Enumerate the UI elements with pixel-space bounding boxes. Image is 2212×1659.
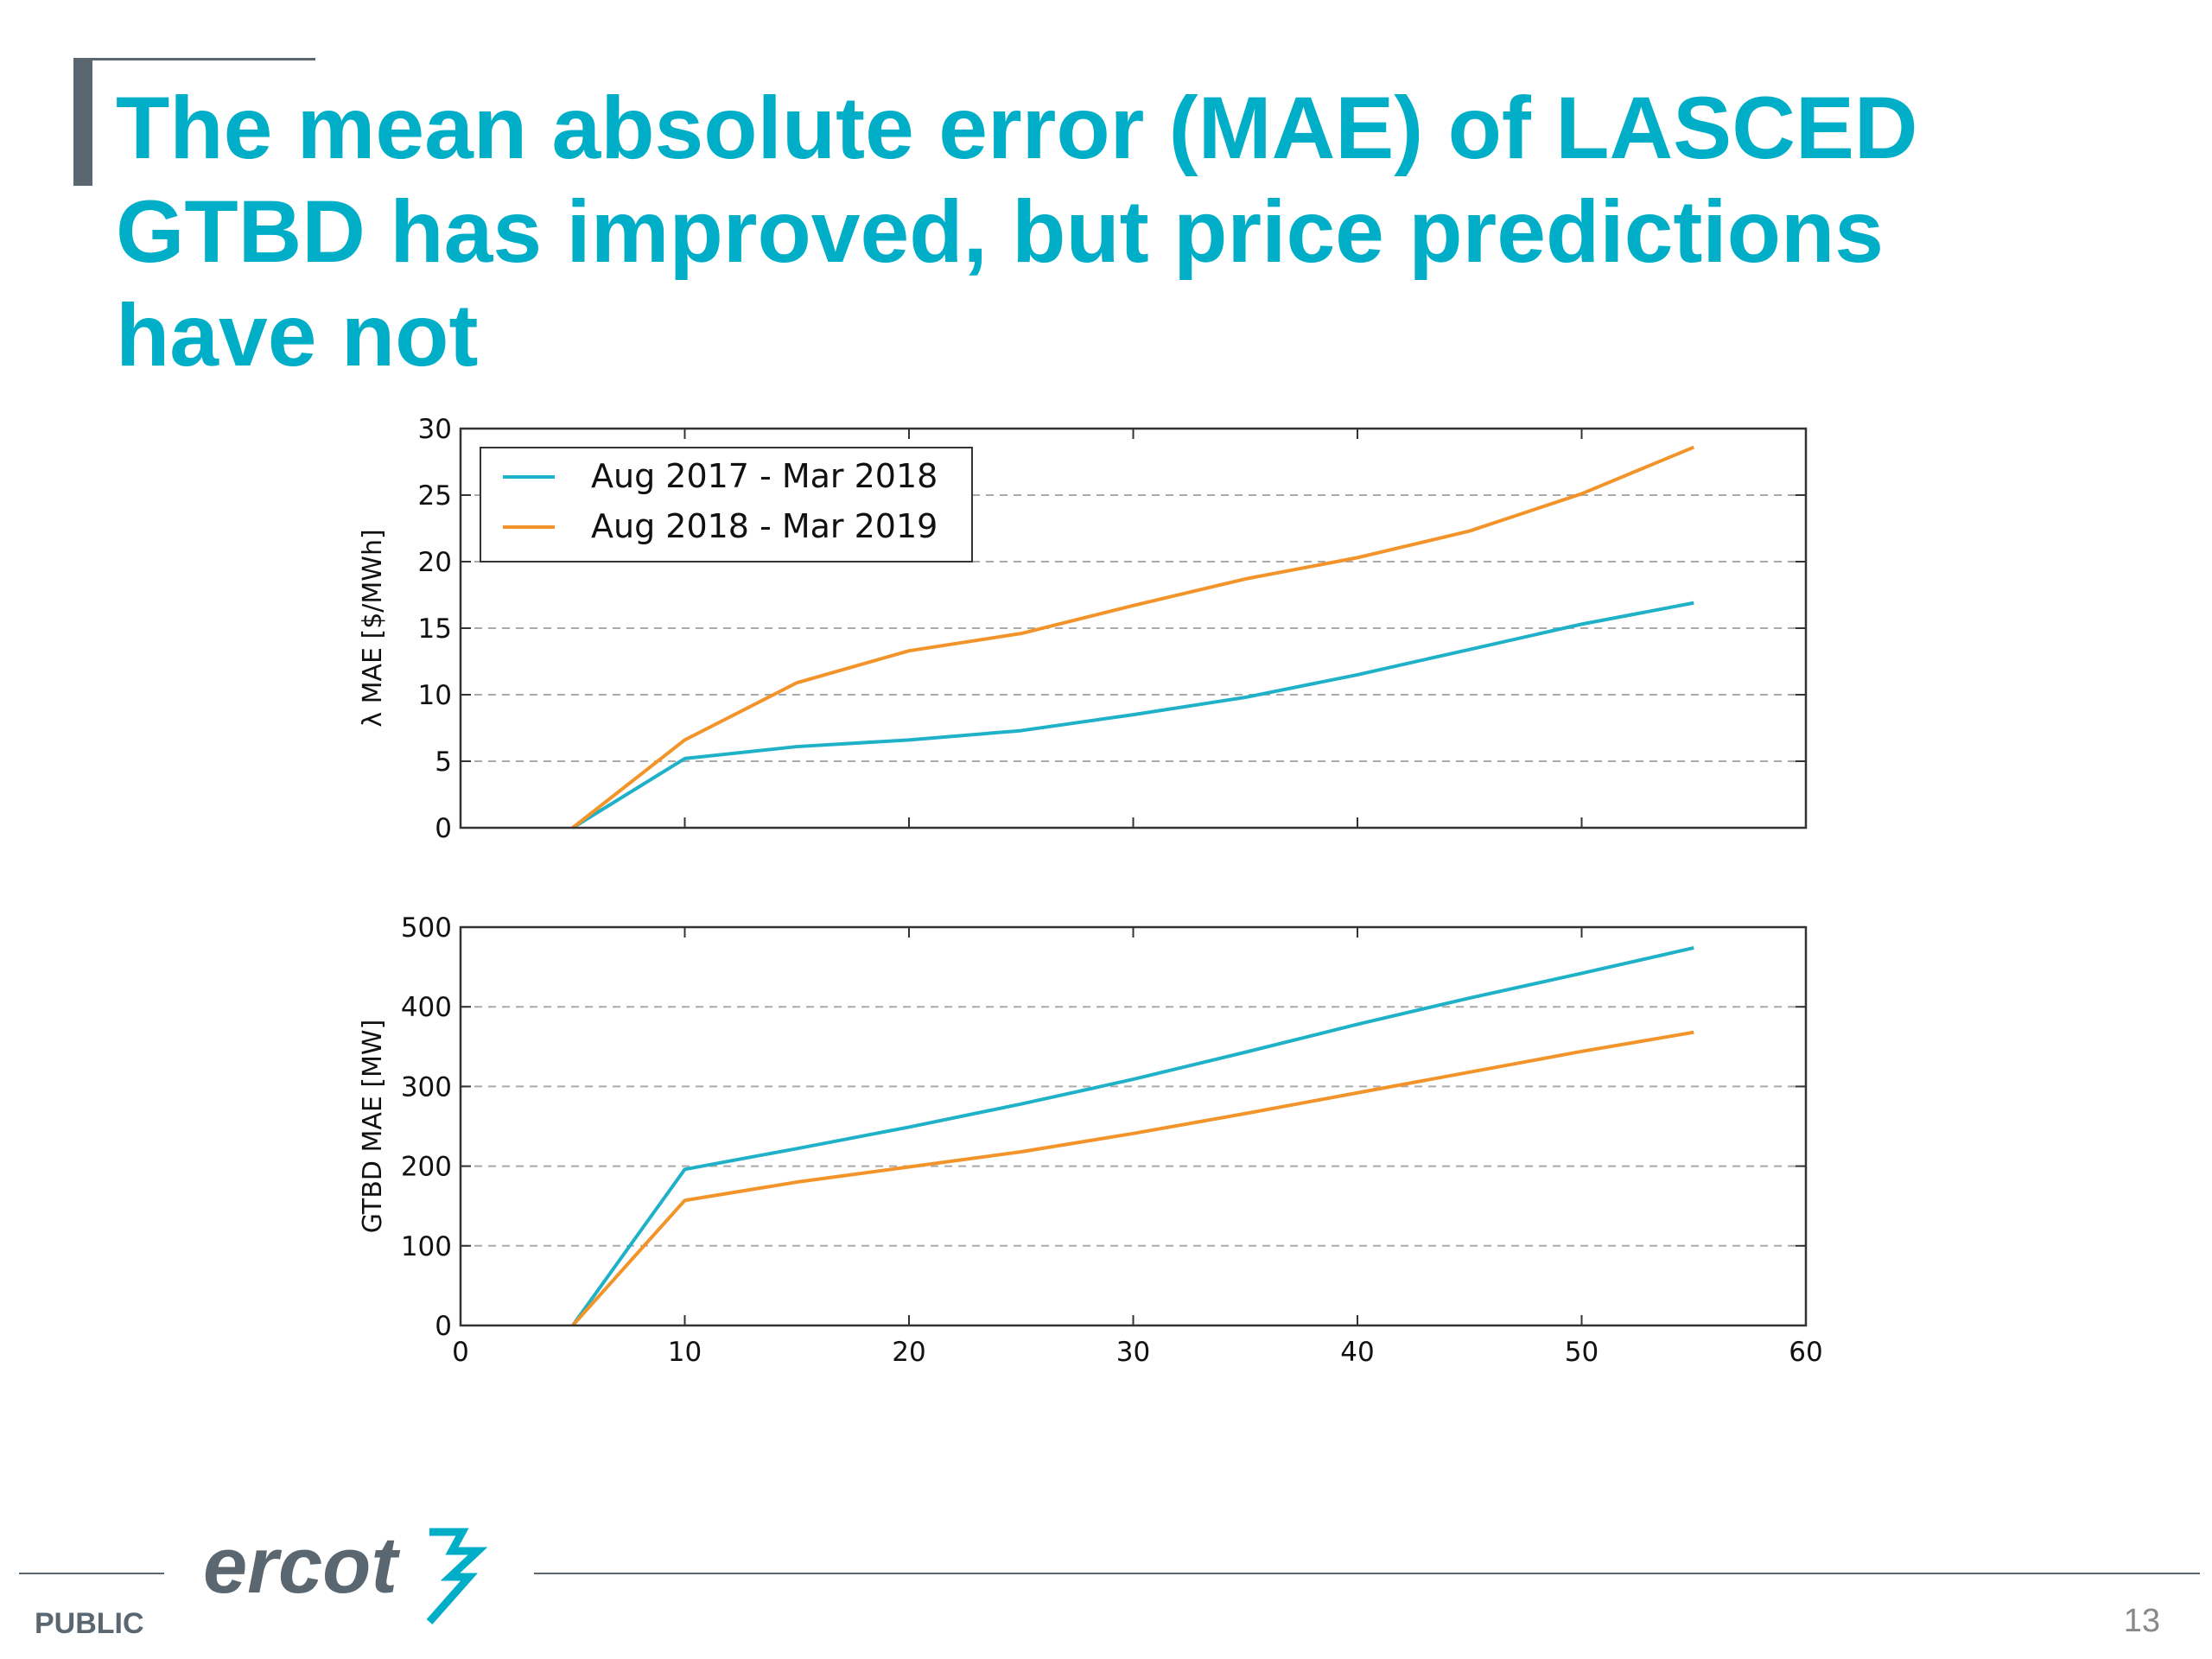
panel1-ytick-label: 10 [418, 680, 452, 711]
panel2-ytick-label: 100 [401, 1231, 452, 1262]
footer-rule-right [534, 1573, 2200, 1574]
panel2-ytick-label: 500 [401, 912, 452, 944]
panel2-xtick-label: 50 [1565, 1337, 1599, 1368]
panel1-ytick-label: 5 [435, 747, 452, 778]
title-accent-rule [73, 58, 315, 60]
panel2-ytick-label: 0 [435, 1311, 452, 1342]
panel1-ylabel: λ MAE [$/MWh] [358, 529, 388, 727]
legend-box [480, 447, 973, 563]
panel2-xtick-label: 60 [1789, 1337, 1822, 1368]
panel1-ytick-label: 0 [435, 813, 452, 844]
legend-label-2: Aug 2018 - Mar 2019 [591, 507, 938, 545]
panel2-series-line-2 [571, 1030, 1694, 1327]
panel2-ytick-label: 400 [401, 992, 452, 1023]
title-accent-bar [73, 58, 92, 186]
panel1-ytick-label: 15 [418, 613, 452, 645]
panel1-ytick-label: 30 [418, 414, 452, 445]
ercot-bolt-icon [426, 1528, 488, 1624]
legend-label-1: Aug 2017 - Mar 2018 [591, 457, 938, 495]
ercot-logo: ercot [203, 1522, 488, 1624]
panel2-ytick-label: 200 [401, 1152, 452, 1183]
panel1-axes-frame [459, 427, 1808, 830]
panel2-axes-frame [459, 925, 1808, 1327]
panel2-xtick-label: 40 [1340, 1337, 1374, 1368]
page-number: 13 [2123, 1603, 2160, 1639]
panel2-xtick-label: 30 [1116, 1337, 1150, 1368]
slide-title: The mean absolute error (MAE) of LASCED … [116, 79, 1918, 385]
panel2-ylabel: GTBD MAE [MW] [358, 1020, 388, 1234]
panel2-ytick-label: 300 [401, 1071, 452, 1103]
panel2-xtick-label: 20 [892, 1337, 925, 1368]
panel1-series-line-1 [571, 601, 1694, 830]
panel2-xtick-label: 10 [668, 1337, 702, 1368]
panel2-xtick-label: 0 [452, 1337, 469, 1368]
panel1-ytick-label: 20 [418, 547, 452, 578]
panel1-ytick-label: 25 [418, 480, 452, 512]
chart-figure: 0 5 10 15 20 25 30 λ MAE [$/MWh] Aug 2017 - Mar … [358, 414, 1823, 1368]
panel2-series-line-1 [571, 946, 1694, 1327]
panel1-series-line-2 [571, 445, 1695, 830]
footer-rule-left [19, 1573, 164, 1574]
ercot-logo-text: ercot [203, 1522, 400, 1610]
footer-public-label: PUBLIC [35, 1607, 144, 1640]
